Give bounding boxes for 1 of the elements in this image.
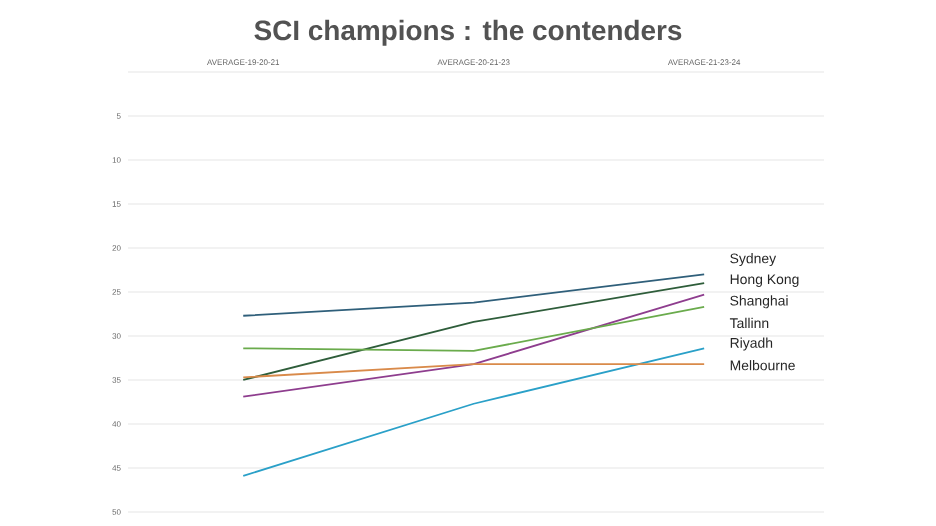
chart-title: SCI champions : the contenders — [254, 19, 682, 46]
